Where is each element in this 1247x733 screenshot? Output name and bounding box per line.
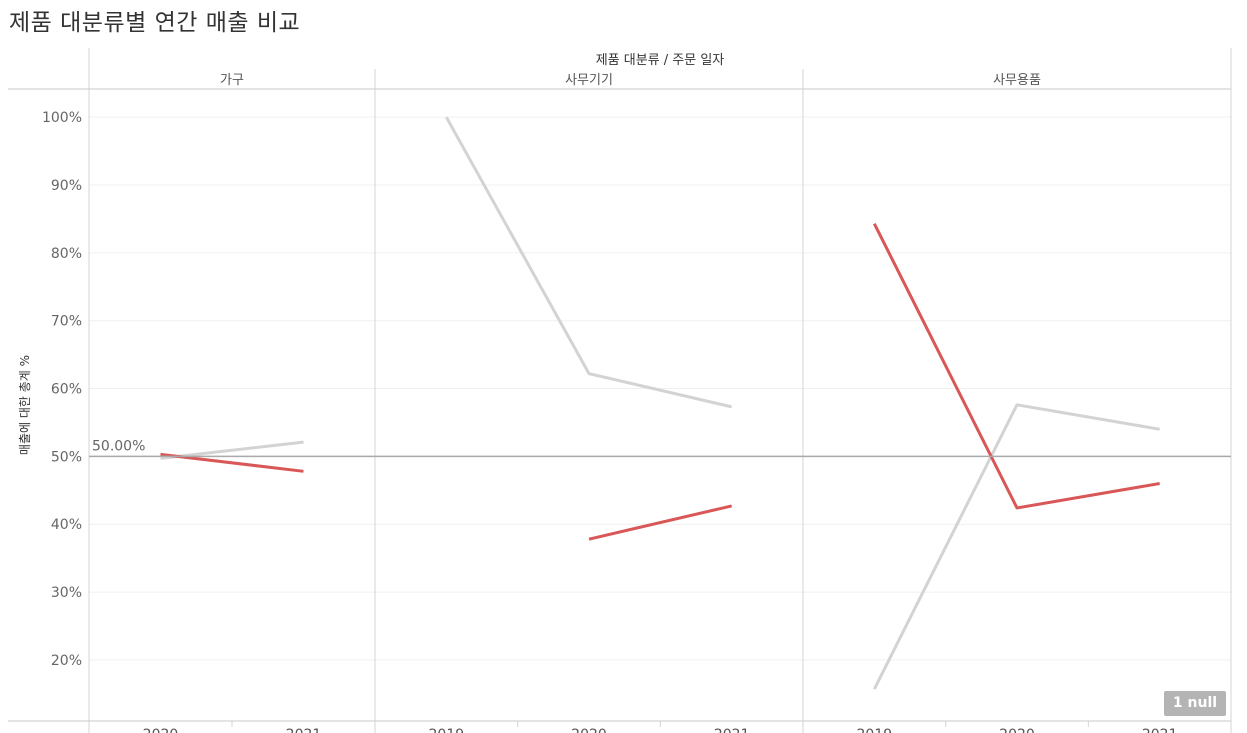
y-tick-label: 60%	[51, 382, 82, 398]
y-tick-label: 80%	[51, 246, 82, 262]
x-tick-label: 2021	[286, 727, 322, 733]
x-tick-label: 2021	[714, 727, 750, 733]
panel-header-2: 사무기기	[565, 73, 613, 88]
x-tick-label: 2019	[429, 727, 465, 733]
x-tick-label: 2019	[857, 727, 893, 733]
y-tick-label: 20%	[51, 653, 82, 669]
y-tick-label: 90%	[51, 178, 82, 194]
x-tick-label: 2021	[1142, 727, 1178, 733]
x-tick-label: 2020	[571, 727, 607, 733]
series-line[interactable]	[872, 222, 1160, 510]
y-axis-title: 매출에 대한 총계 %	[18, 355, 32, 455]
null-indicator-badge[interactable]: 1 null	[1164, 691, 1226, 716]
y-tick-label: 50%	[51, 449, 82, 465]
column-header-label: 제품 대분류 / 주문 일자	[596, 53, 725, 68]
y-tick-label: 100%	[42, 110, 82, 126]
chart-title: 제품 대분류별 연간 매출 비교	[9, 10, 301, 36]
panel-header-1: 가구	[220, 73, 244, 88]
series-line[interactable]	[872, 403, 1160, 690]
series-line[interactable]	[445, 116, 733, 409]
y-tick-label: 30%	[51, 585, 82, 601]
y-tick-label: 70%	[51, 314, 82, 330]
panel-header-3: 사무용품	[993, 73, 1041, 88]
y-tick-label: 40%	[51, 517, 82, 533]
x-tick-label: 2020	[143, 727, 179, 733]
x-tick-label: 2020	[999, 727, 1035, 733]
series-line[interactable]	[588, 504, 733, 541]
reference-line-label: 50.00%	[92, 438, 145, 454]
series-line[interactable]	[160, 452, 304, 473]
